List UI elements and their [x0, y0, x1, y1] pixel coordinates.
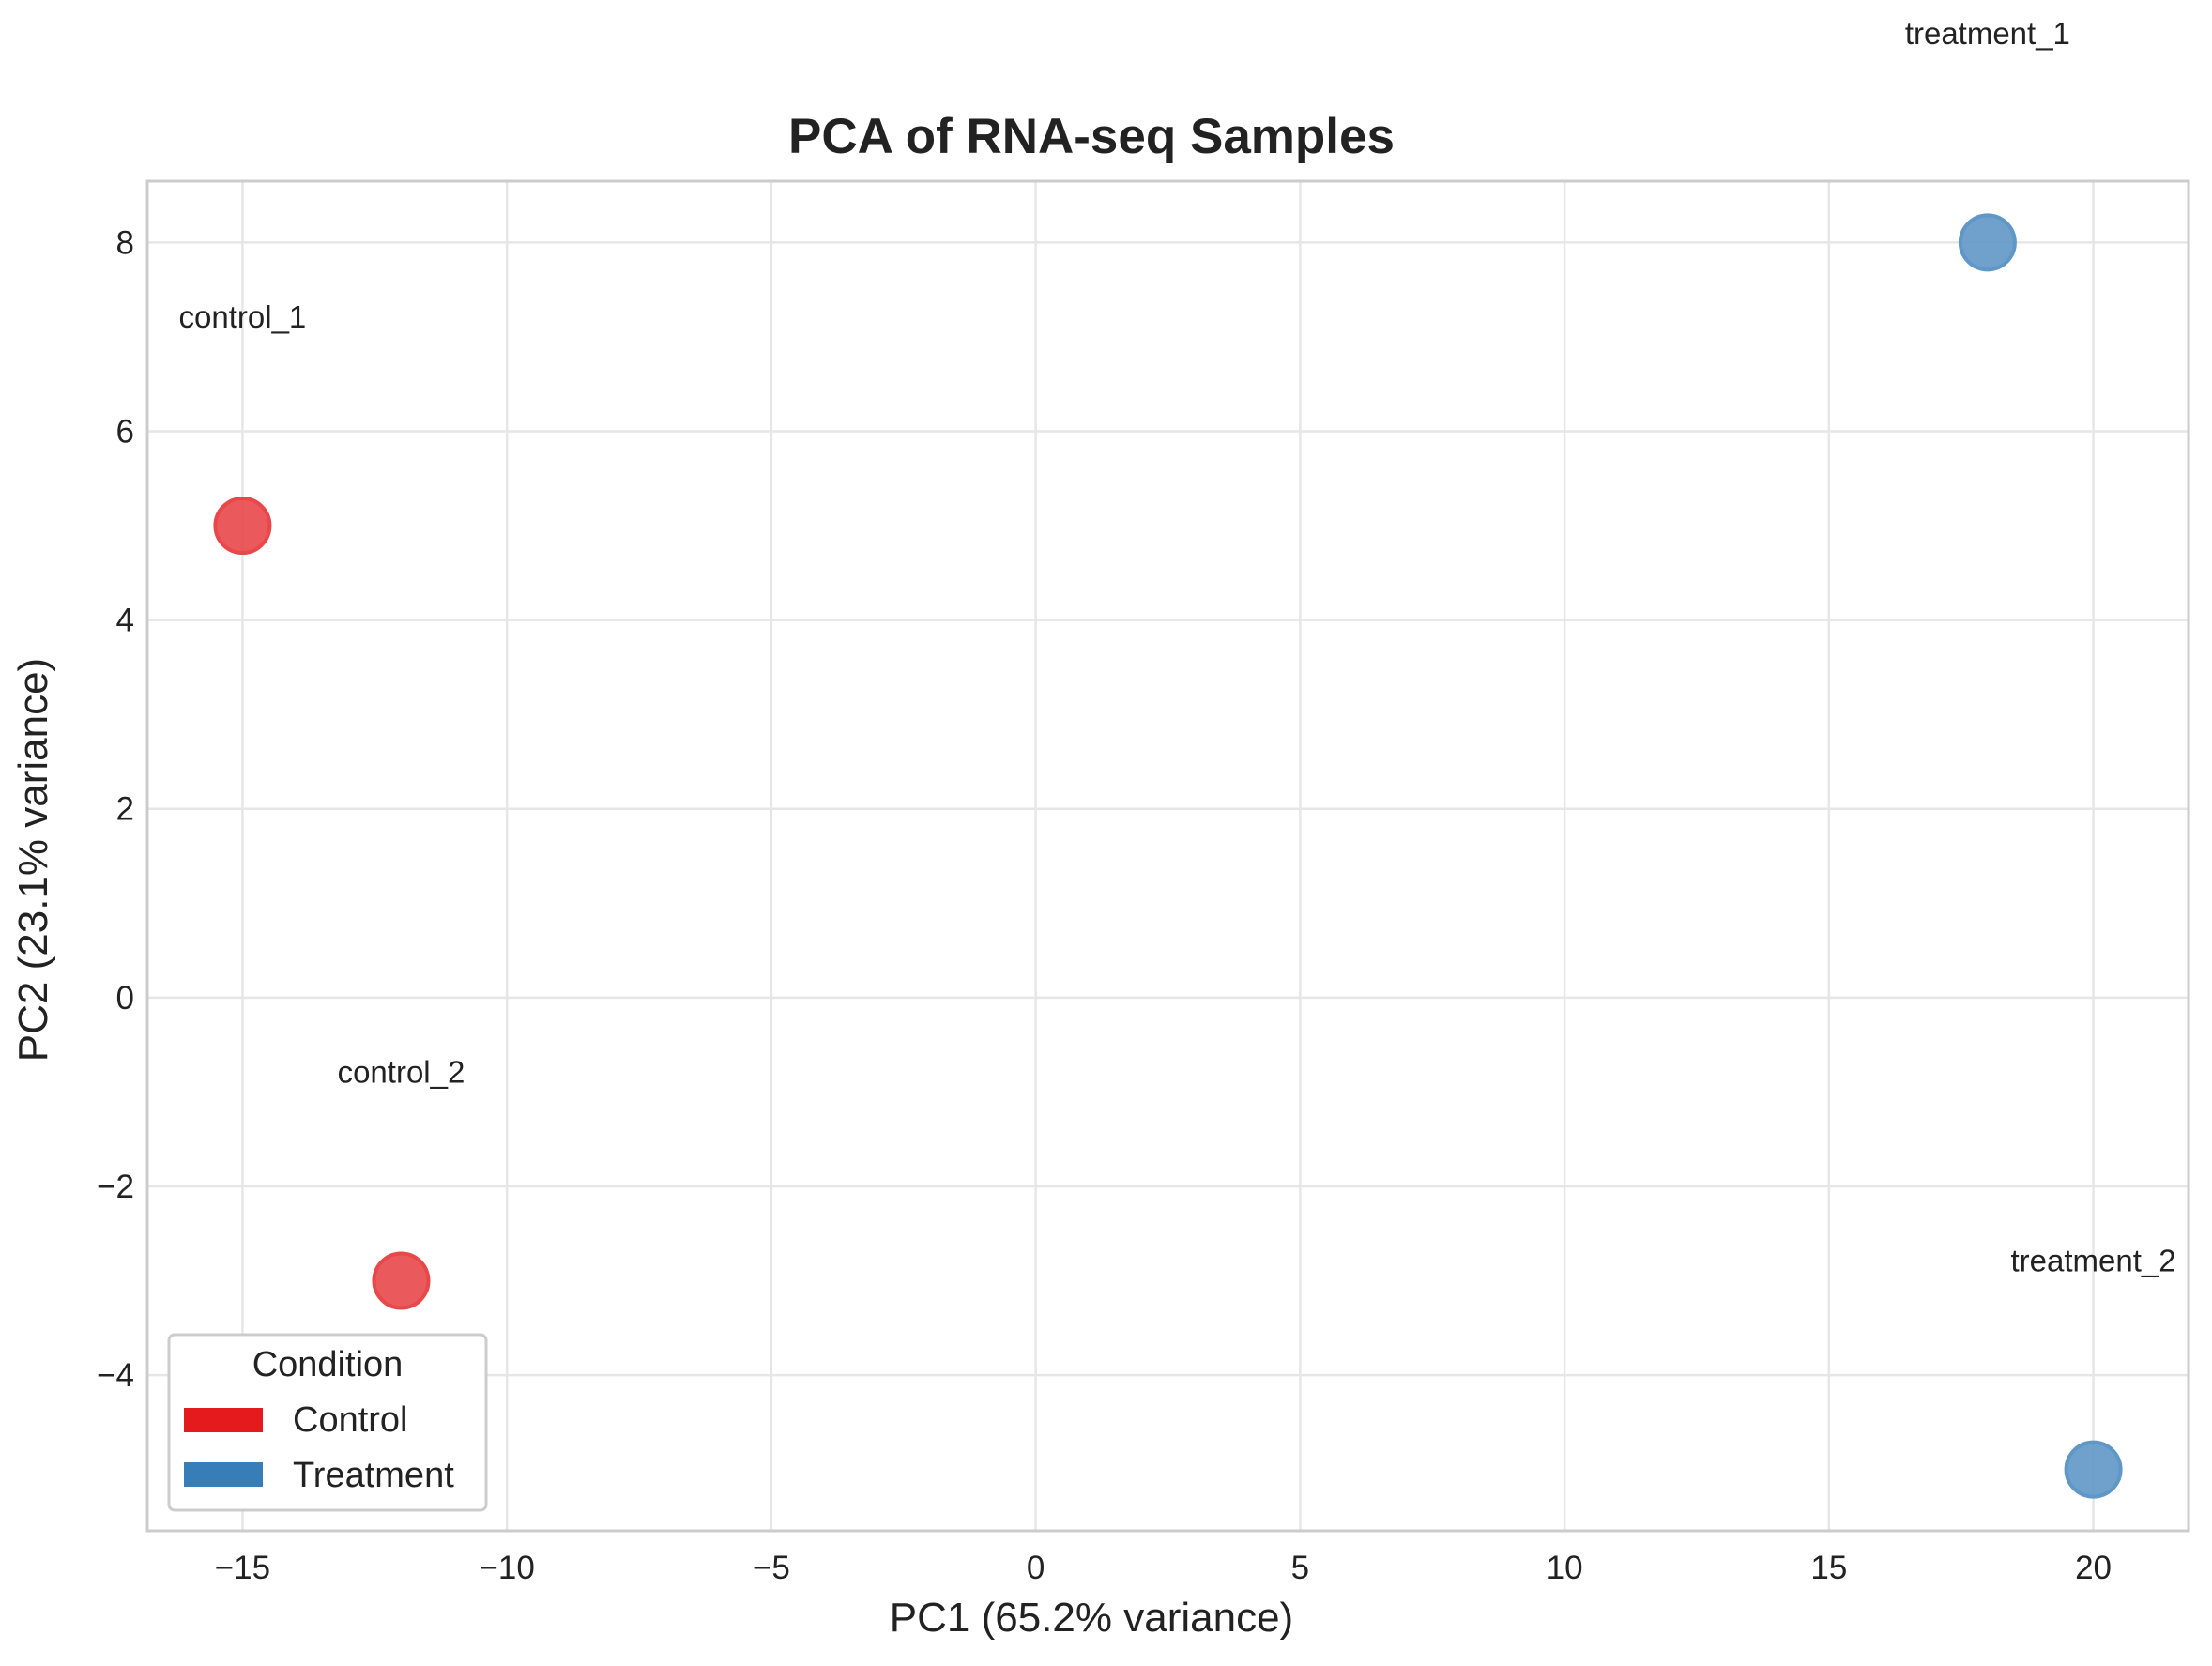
- chart-title: PCA of RNA-seq Samples: [788, 109, 1395, 164]
- legend-label-control: Control: [293, 1400, 408, 1440]
- x-tick-label: −15: [215, 1550, 270, 1586]
- y-tick-label: −4: [97, 1357, 134, 1394]
- x-tick-label: 5: [1291, 1550, 1309, 1586]
- y-tick-label: 0: [116, 980, 134, 1016]
- data-points: [213, 213, 2123, 1499]
- y-axis-label: PC2 (23.1% variance): [10, 658, 56, 1062]
- point-treatment-1: [1958, 213, 2017, 272]
- tick-labels: −15 −10 −5 0 5 10 15 20 −4 −2 0 2 4 6 8: [97, 224, 2112, 1586]
- y-tick-label: 8: [116, 224, 134, 261]
- legend-swatch-control: [184, 1408, 263, 1432]
- legend-title: Condition: [252, 1345, 404, 1384]
- point-treatment-2: [2064, 1440, 2123, 1499]
- y-tick-label: 2: [116, 791, 134, 828]
- annotation-treatment-1: treatment_1: [1905, 16, 2070, 51]
- x-tick-label: 0: [1027, 1550, 1045, 1586]
- x-tick-label: 20: [2075, 1550, 2112, 1586]
- y-tick-label: −2: [97, 1169, 134, 1205]
- x-axis-label: PC1 (65.2% variance): [890, 1595, 1293, 1641]
- annotation-treatment-2: treatment_2: [2011, 1243, 2176, 1277]
- point-control-1: [213, 497, 272, 556]
- legend-label-treatment: Treatment: [293, 1456, 454, 1495]
- x-tick-label: 15: [1810, 1550, 1847, 1586]
- y-tick-label: 4: [116, 603, 134, 639]
- point-annotations: control_1 control_2 treatment_1 treatment_2: [179, 16, 2176, 1277]
- x-tick-label: 10: [1547, 1550, 1583, 1586]
- plot-frame: [145, 179, 2190, 1533]
- legend: Condition Control Treatment: [167, 1333, 488, 1512]
- y-tick-label: 6: [116, 413, 134, 450]
- x-tick-label: −10: [479, 1550, 534, 1586]
- x-tick-label: −5: [753, 1550, 790, 1586]
- annotation-control-1: control_1: [179, 299, 307, 334]
- point-control-2: [372, 1251, 431, 1310]
- annotation-control-2: control_2: [338, 1054, 465, 1089]
- legend-swatch-treatment: [184, 1462, 263, 1487]
